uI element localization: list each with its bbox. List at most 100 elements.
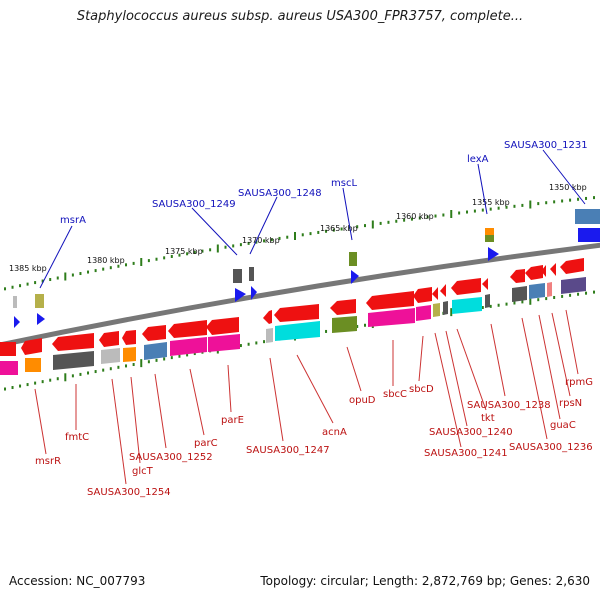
scale-dot [56, 377, 59, 381]
cog-box-sbcD [416, 305, 431, 321]
scale-dot [163, 256, 166, 260]
scale-dot [497, 303, 500, 307]
leader-SAUSA300_1252 [154, 373, 167, 449]
gene-label-acnA: acnA [322, 427, 347, 438]
scale-dot [458, 211, 461, 215]
gene-labels-top: msrA SAUSA300_1249 SAUSA300_1248 mscL le… [60, 140, 588, 226]
scale-dot [561, 294, 564, 298]
scale-dot [102, 368, 105, 372]
scale-label-1365: 1365 kbp [320, 224, 358, 233]
scale-dot [132, 363, 135, 367]
gene-label-guaC: guaC [550, 420, 576, 431]
map-title: Staphylococcus aureus subsp. aureus USA3… [76, 9, 524, 24]
gene-arrow-rpsN [541, 265, 546, 277]
gene-box-msrA-light [13, 296, 17, 308]
gene-arrow-glcT [122, 330, 136, 345]
arrow-msrA-1 [14, 316, 20, 328]
scale-dot [4, 287, 7, 291]
gene-arrow-SAUSA300_1247 [263, 310, 272, 324]
scale-dot [309, 232, 312, 236]
scale-dot [94, 269, 97, 273]
leader-guaC [538, 314, 561, 420]
scale-dot [79, 272, 82, 276]
scale-dot [497, 206, 500, 210]
arrow-msrA-2 [37, 313, 45, 325]
gene-box-SAUSA300_1248 [249, 267, 254, 281]
scale-dot [356, 225, 359, 229]
scale-major-tick [450, 210, 453, 218]
scale-dot [255, 341, 258, 345]
scale-major-tick [450, 308, 453, 317]
cog-box-SAUSA300_1254 [101, 348, 120, 364]
gene-arrow-SAUSA300_1240 [440, 284, 446, 297]
scale-major-tick [529, 296, 532, 305]
scale-dot [356, 324, 359, 328]
scale-major-tick [140, 359, 143, 368]
gene-label-rpsN: rpsN [559, 398, 582, 409]
scale-dot [147, 360, 150, 364]
scale-dot [155, 358, 158, 362]
leader-acnA [296, 354, 334, 424]
gene-label-SAUSA300_1249: SAUSA300_1249 [152, 199, 236, 210]
arrow-SAUSA300_1249 [235, 288, 246, 302]
scale-labels: 1385 kbp 1380 kbp 1375 kbp 1370 kbp 1365… [9, 183, 587, 273]
leader-rpsN [551, 312, 571, 397]
scale-dot [364, 323, 367, 327]
gene-label-sbcC: sbcC [383, 389, 407, 400]
gene-arrow-fmtC [52, 333, 94, 351]
scale-dot [340, 227, 343, 231]
scale-dot [569, 198, 572, 202]
scale-dot [170, 254, 173, 258]
scale-dot [577, 197, 580, 201]
gene-arrow-SAUSA300_1238 [482, 278, 488, 290]
scale-dot [170, 356, 173, 360]
scale-label-1380: 1380 kbp [87, 256, 125, 265]
forward-strand-arrows [14, 228, 600, 328]
cog-box-SAUSA300_1240 [443, 301, 448, 315]
scale-dot [71, 273, 74, 277]
leader-SAUSA300_1238 [490, 323, 506, 397]
gene-arrow-parC [168, 320, 207, 338]
scale-dot [11, 386, 14, 390]
scale-dot [109, 266, 112, 270]
leader-lines-top [39, 149, 586, 289]
scale-dot [489, 304, 492, 308]
scale-dot [239, 344, 242, 348]
gene-label-SAUSA300_1252: SAUSA300_1252 [129, 452, 213, 463]
leader-glcT [130, 376, 141, 464]
gene-box-lexA-orange [485, 228, 494, 235]
scale-dot [26, 383, 29, 387]
scale-dot [332, 228, 335, 232]
scale-dot [71, 374, 74, 378]
scale-dot [585, 291, 588, 295]
scale-dot [117, 365, 120, 369]
scale-dot [505, 205, 508, 209]
scale-dot [232, 244, 235, 248]
leader-rpmG [565, 309, 579, 375]
scale-dot [239, 243, 242, 247]
scale-dot [545, 297, 548, 301]
scale-dot [286, 235, 289, 239]
scale-major-tick [64, 373, 67, 382]
reverse-strand-genes [0, 258, 584, 356]
scale-dot [49, 378, 52, 382]
scale-dot [94, 370, 97, 374]
leader-SAUSA300_1231 [542, 149, 586, 205]
leader-SAUSA300_1236 [521, 317, 548, 440]
scale-dot [569, 293, 572, 297]
cog-box-SAUSA300_1247 [266, 328, 273, 343]
cog-box-SAUSA300_1238 [485, 294, 490, 308]
scale-dot [364, 224, 367, 228]
cog-box-parE [208, 334, 240, 352]
scale-dot [34, 281, 37, 285]
arrow-mscL [351, 270, 359, 284]
cog-box-glcT [123, 347, 136, 362]
gene-label-glcT: glcT [132, 466, 154, 477]
leader-SAUSA300_1240 [445, 330, 468, 427]
scale-dot [193, 250, 196, 254]
scale-label-1370: 1370 kbp [242, 236, 280, 245]
scale-dot [426, 215, 429, 219]
leader-SAUSA300_1254 [111, 378, 127, 485]
gene-arrow-SAUSA300_1254 [99, 331, 119, 347]
scale-dot [489, 207, 492, 211]
